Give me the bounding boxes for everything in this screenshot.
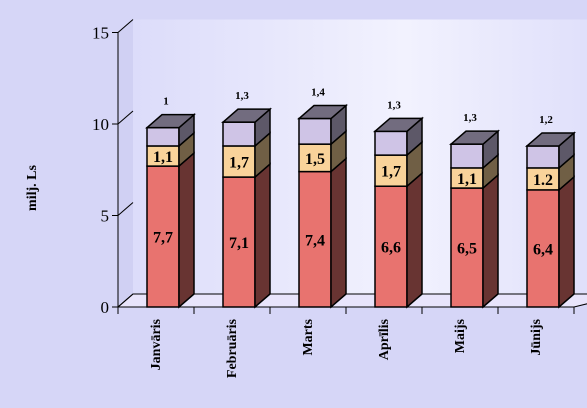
bar-side <box>406 171 423 309</box>
data-label: 1,1 <box>153 149 173 166</box>
x-tick-label: Aprīlis <box>377 318 392 360</box>
data-label: 7,1 <box>229 235 249 252</box>
bar-segment <box>526 175 575 309</box>
side-wall <box>118 19 133 307</box>
bar-segment <box>450 173 499 309</box>
x-axis-categories: Janvāris Februāris Marts Aprīlis Maijs Jūnijs <box>149 318 544 378</box>
bar-segment <box>146 131 195 168</box>
bar-segment <box>222 131 271 179</box>
bar-side <box>558 175 575 309</box>
bar-segment <box>448 129 501 170</box>
bar-front <box>298 170 332 308</box>
y-tick-diagonal <box>117 202 134 216</box>
data-label: 1,3 <box>387 99 401 111</box>
data-label: 1,7 <box>229 155 249 172</box>
bar-front <box>298 117 332 145</box>
data-label: 1,1 <box>457 171 477 188</box>
bar-segment <box>222 162 271 309</box>
bar-front <box>450 143 484 169</box>
data-label: 1,2 <box>539 114 553 126</box>
data-label: 6,5 <box>457 241 477 258</box>
y-tick-label: 5 <box>101 207 110 226</box>
data-label: 1 <box>163 96 169 108</box>
x-tick-label: Janvāris <box>149 318 164 370</box>
bar-segment <box>524 131 577 170</box>
chart-bars: 7,7 1,1 1 7,1 1,7 1,3 7,4 1,5 1,4 6,6 1,7 1,3 6,5 1,1… <box>144 87 577 309</box>
data-label: 1,3 <box>463 112 477 124</box>
y-axis-label: milj. Ls <box>25 165 40 211</box>
y-axis-ticks: 0 5 10 15 <box>92 24 109 318</box>
bar-side <box>178 151 195 309</box>
bar-segment <box>374 171 423 309</box>
y-tick-diagonal <box>117 19 134 33</box>
data-label: 7,7 <box>153 230 173 247</box>
bar-segment <box>374 140 423 188</box>
bar-side <box>254 162 271 309</box>
back-wall <box>133 19 587 294</box>
data-label: 7,4 <box>305 232 325 249</box>
y-tick-label: 0 <box>101 298 110 317</box>
bar-segment <box>144 113 197 148</box>
bar-top <box>220 108 273 123</box>
bar-side <box>330 156 347 309</box>
data-label: 1,7 <box>381 164 401 181</box>
data-label: 1,5 <box>305 151 325 168</box>
data-label: 1,3 <box>235 90 249 102</box>
bar-front <box>374 154 408 187</box>
bar-front <box>526 145 560 169</box>
bar-top <box>144 113 197 129</box>
x-tick-label: Februāris <box>225 318 240 378</box>
data-label: 6,6 <box>381 240 401 257</box>
y-tick-label: 10 <box>92 115 109 134</box>
y-tick-diagonal <box>117 293 134 308</box>
y-tick-label: 15 <box>92 24 109 43</box>
bar-segment <box>296 103 349 146</box>
bar-segment <box>372 116 425 157</box>
bar-front <box>298 143 332 173</box>
bar-top <box>448 130 501 145</box>
x-tick-label: Maijs <box>453 318 468 353</box>
x-tick-label: Marts <box>301 318 316 355</box>
bar-front <box>450 187 484 308</box>
chart-axes <box>112 19 575 314</box>
bar-front <box>374 130 408 156</box>
bar-side <box>482 173 499 309</box>
bar-top <box>524 132 577 147</box>
bar-segment <box>298 156 347 309</box>
bar-segment <box>220 107 273 148</box>
bar-front <box>146 126 180 147</box>
data-label: 6,4 <box>533 241 553 258</box>
data-label: 1.2 <box>533 172 553 189</box>
x-tick-label: Jūnijs <box>529 318 544 355</box>
data-label: 1,4 <box>311 87 325 99</box>
bar-front <box>526 189 560 308</box>
y-tick-diagonal <box>117 110 134 125</box>
bar-top <box>296 104 349 120</box>
bar-top <box>372 117 425 133</box>
bar-front <box>222 121 256 147</box>
